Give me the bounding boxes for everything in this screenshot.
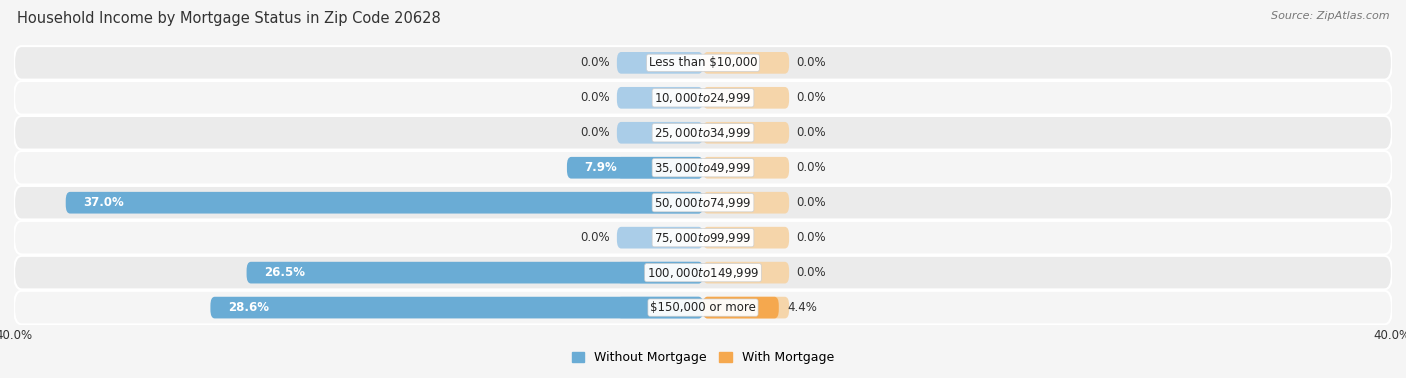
Text: 0.0%: 0.0% [581,56,610,69]
Text: 0.0%: 0.0% [796,91,825,104]
FancyBboxPatch shape [14,186,1392,220]
FancyBboxPatch shape [617,227,703,248]
Text: Household Income by Mortgage Status in Zip Code 20628: Household Income by Mortgage Status in Z… [17,11,440,26]
FancyBboxPatch shape [703,87,789,108]
FancyBboxPatch shape [617,262,703,284]
FancyBboxPatch shape [617,122,703,144]
Text: 0.0%: 0.0% [581,231,610,244]
FancyBboxPatch shape [14,151,1392,184]
Text: $25,000 to $34,999: $25,000 to $34,999 [654,126,752,140]
FancyBboxPatch shape [703,122,789,144]
FancyBboxPatch shape [617,297,703,318]
Text: 0.0%: 0.0% [581,126,610,139]
Text: $50,000 to $74,999: $50,000 to $74,999 [654,196,752,210]
FancyBboxPatch shape [66,192,703,214]
Text: $100,000 to $149,999: $100,000 to $149,999 [647,266,759,280]
FancyBboxPatch shape [703,297,789,318]
Text: 7.9%: 7.9% [583,161,617,174]
FancyBboxPatch shape [14,46,1392,80]
Text: $75,000 to $99,999: $75,000 to $99,999 [654,231,752,245]
FancyBboxPatch shape [211,297,703,318]
FancyBboxPatch shape [703,227,789,248]
FancyBboxPatch shape [617,192,703,214]
Text: 40.0%: 40.0% [0,328,32,342]
Text: 26.5%: 26.5% [264,266,305,279]
Text: Less than $10,000: Less than $10,000 [648,56,758,69]
Text: 0.0%: 0.0% [796,161,825,174]
Text: 4.4%: 4.4% [787,301,817,314]
Text: 0.0%: 0.0% [581,91,610,104]
FancyBboxPatch shape [567,157,703,178]
FancyBboxPatch shape [14,291,1392,324]
Text: 37.0%: 37.0% [83,196,124,209]
FancyBboxPatch shape [617,157,703,178]
Text: 40.0%: 40.0% [1374,328,1406,342]
FancyBboxPatch shape [617,52,703,74]
Text: $10,000 to $24,999: $10,000 to $24,999 [654,91,752,105]
Text: $150,000 or more: $150,000 or more [650,301,756,314]
FancyBboxPatch shape [703,157,789,178]
FancyBboxPatch shape [246,262,703,284]
FancyBboxPatch shape [703,262,789,284]
Text: $35,000 to $49,999: $35,000 to $49,999 [654,161,752,175]
FancyBboxPatch shape [14,116,1392,150]
FancyBboxPatch shape [703,192,789,214]
FancyBboxPatch shape [703,297,779,318]
Legend: Without Mortgage, With Mortgage: Without Mortgage, With Mortgage [567,346,839,369]
Text: 0.0%: 0.0% [796,56,825,69]
Text: 0.0%: 0.0% [796,196,825,209]
FancyBboxPatch shape [14,81,1392,115]
FancyBboxPatch shape [14,256,1392,290]
Text: 0.0%: 0.0% [796,126,825,139]
Text: Source: ZipAtlas.com: Source: ZipAtlas.com [1271,11,1389,21]
Text: 28.6%: 28.6% [228,301,269,314]
Text: 0.0%: 0.0% [796,266,825,279]
FancyBboxPatch shape [703,52,789,74]
FancyBboxPatch shape [617,87,703,108]
Text: 0.0%: 0.0% [796,231,825,244]
FancyBboxPatch shape [14,221,1392,254]
